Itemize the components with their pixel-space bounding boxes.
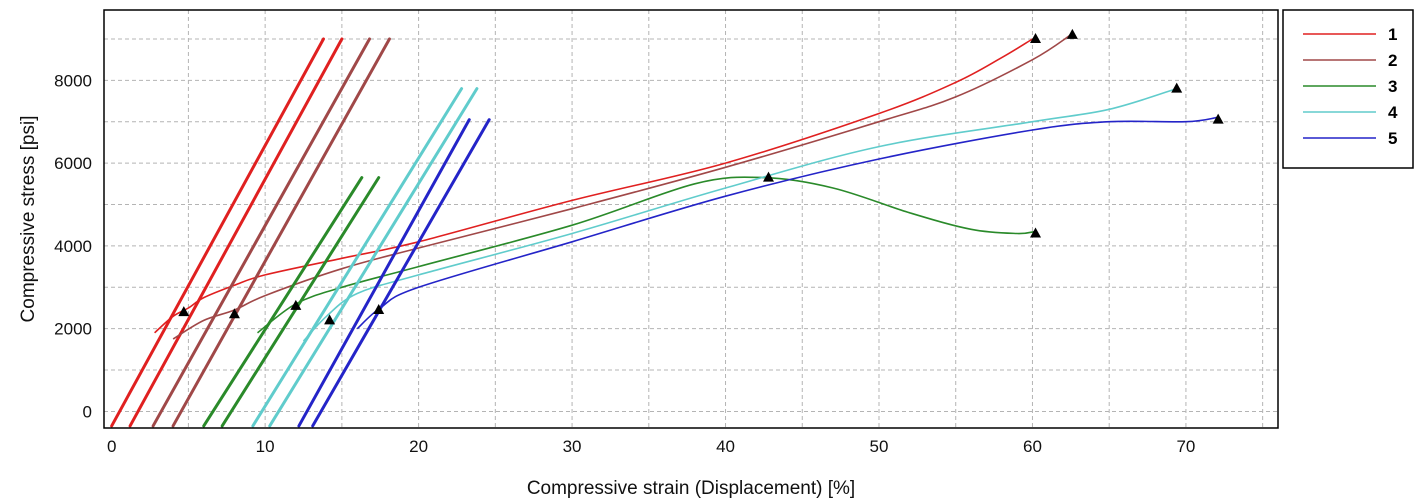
data-series <box>110 34 1217 428</box>
y-axis-label: Compressive stress [psi] <box>18 116 39 323</box>
series-5-loading-line <box>297 118 471 428</box>
series-2-loading-line <box>151 37 371 428</box>
data-markers <box>178 28 1224 325</box>
series-4-marker <box>324 314 336 325</box>
legend-label-4: 4 <box>1388 103 1398 122</box>
x-tick-label: 10 <box>256 437 275 456</box>
x-axis-label: Compressive strain (Displacement) [%] <box>527 478 855 499</box>
legend-label-3: 3 <box>1388 77 1397 96</box>
x-tick-label: 50 <box>870 437 889 456</box>
series-4 <box>251 87 1177 428</box>
y-tick-label: 8000 <box>54 71 92 90</box>
x-tick-label: 70 <box>1176 437 1195 456</box>
series-3-marker <box>762 171 774 182</box>
legend-label-1: 1 <box>1388 25 1397 44</box>
series-1 <box>110 37 1033 428</box>
x-axis-ticks: 0 10 20 30 40 50 60 70 <box>107 437 1195 456</box>
series-4-loading-line <box>268 87 479 428</box>
series-3-marker <box>290 299 302 310</box>
y-axis-ticks: 0 2000 4000 6000 8000 <box>54 71 92 421</box>
legend-box <box>1282 9 1414 169</box>
series-1-loading-line <box>128 37 344 428</box>
legend-label-2: 2 <box>1388 51 1397 70</box>
x-tick-label: 40 <box>716 437 735 456</box>
series-2-marker <box>228 308 240 319</box>
series-1-marker <box>178 306 190 317</box>
x-tick-label: 30 <box>563 437 582 456</box>
series-4-marker <box>1171 82 1183 93</box>
y-tick-label: 0 <box>83 402 92 421</box>
y-tick-label: 6000 <box>54 154 92 173</box>
series-5-marker <box>1212 113 1224 124</box>
series-5-marker <box>373 304 385 315</box>
series-2-loading-line <box>171 37 391 428</box>
legend: 1 2 3 4 5 <box>1282 9 1414 169</box>
series-5-loading-line <box>311 118 491 428</box>
series-5 <box>297 116 1217 428</box>
series-2-curve <box>172 34 1072 340</box>
series-4-loading-line <box>251 87 464 428</box>
series-1-curve <box>154 38 1033 334</box>
series-5-curve <box>356 116 1217 330</box>
series-3-curve <box>257 176 1036 334</box>
x-tick-label: 60 <box>1023 437 1042 456</box>
series-3-loading-line <box>202 176 364 428</box>
plot-border <box>103 9 1279 429</box>
series-2 <box>151 34 1072 428</box>
series-3 <box>202 176 1036 428</box>
series-4-curve <box>302 87 1177 342</box>
y-tick-label: 2000 <box>54 320 92 339</box>
legend-label-5: 5 <box>1388 129 1397 148</box>
x-tick-label: 20 <box>409 437 428 456</box>
series-1-loading-line <box>110 37 325 428</box>
y-tick-label: 4000 <box>54 237 92 256</box>
x-tick-label: 0 <box>107 437 116 456</box>
series-1-marker <box>1030 32 1042 43</box>
series-3-marker <box>1030 227 1042 238</box>
plot-area <box>104 10 1278 428</box>
series-2-marker <box>1066 28 1078 39</box>
